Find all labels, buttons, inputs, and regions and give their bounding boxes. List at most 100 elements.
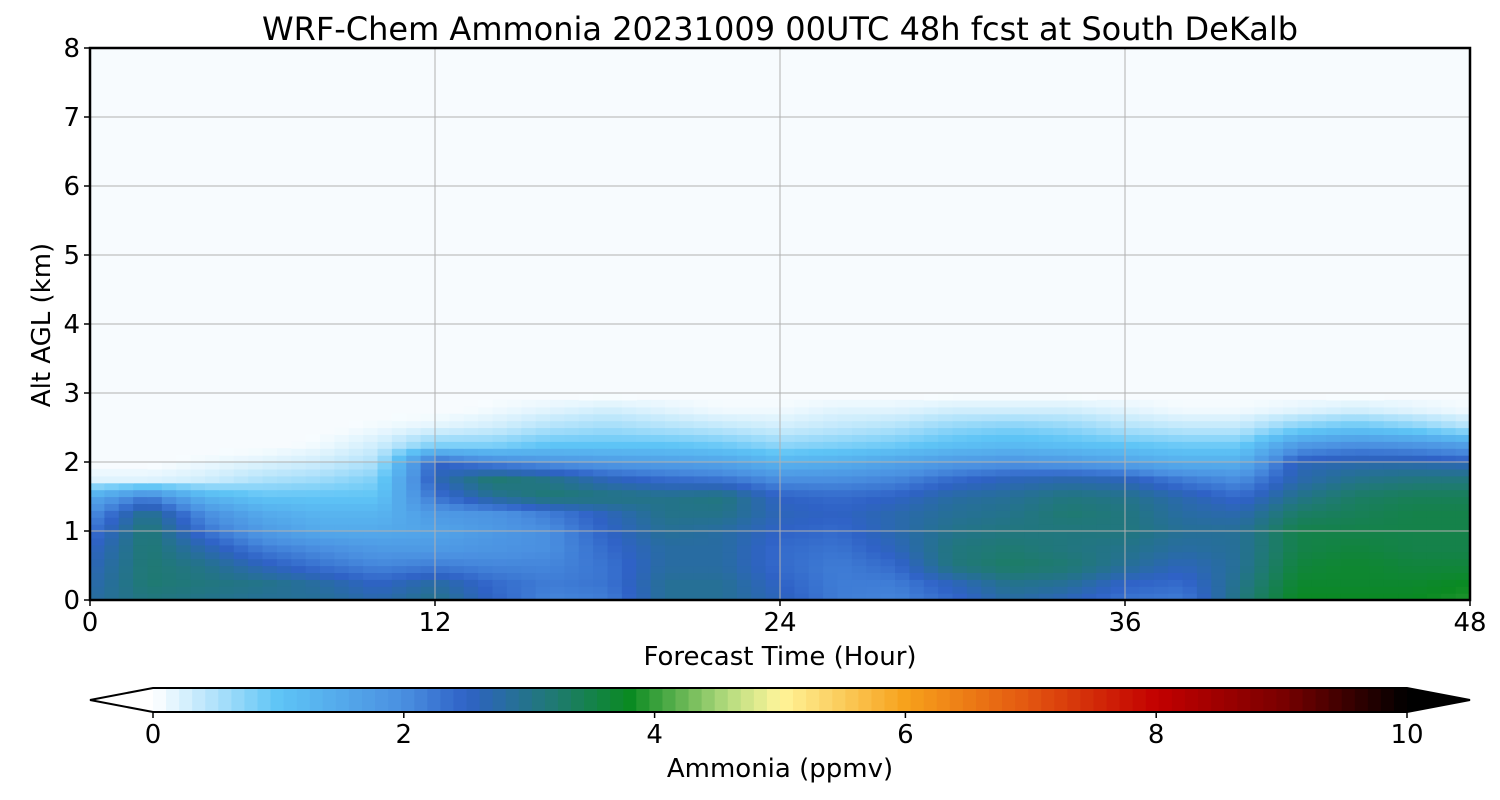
heatmap-cell (636, 489, 652, 498)
heatmap-cell (866, 510, 882, 518)
heatmap-cell (765, 462, 781, 470)
heatmap-cell (305, 517, 321, 525)
heatmap-cell (708, 531, 724, 539)
heatmap-cell (147, 593, 163, 601)
heatmap-cell (808, 510, 824, 518)
heatmap-cell (1268, 406, 1284, 415)
heatmap-cell (291, 524, 307, 532)
heatmap-cell (1125, 503, 1140, 511)
heatmap-cell (463, 427, 479, 435)
heatmap-cell (765, 544, 781, 553)
heatmap-cell (506, 427, 522, 435)
heatmap-cell (909, 413, 925, 422)
heatmap-cell (205, 551, 220, 560)
colorbar-segment (884, 688, 899, 712)
heatmap-cell (161, 510, 177, 518)
heatmap-cell (449, 551, 465, 560)
heatmap-cell (1369, 455, 1385, 463)
heatmap-cell (1196, 399, 1212, 408)
heatmap-cell (751, 510, 767, 518)
heatmap-cell (650, 475, 666, 484)
heatmap-cell (535, 579, 551, 587)
heatmap-cell (736, 441, 752, 449)
heatmap-cell (1139, 551, 1155, 560)
heatmap-cell (176, 558, 192, 567)
heatmap-cell (176, 496, 192, 504)
heatmap-cell (966, 468, 982, 477)
heatmap-cell (851, 558, 867, 567)
heatmap-cell (1297, 586, 1313, 594)
heatmap-cell (492, 551, 508, 560)
heatmap-cell (1268, 537, 1284, 546)
heatmap-cell (90, 572, 105, 580)
heatmap-cell (1067, 558, 1083, 567)
heatmap-cell (276, 593, 292, 601)
heatmap-cell (1283, 434, 1299, 442)
heatmap-cell (650, 455, 666, 463)
heatmap-cell (1211, 448, 1227, 456)
heatmap-cell (104, 558, 120, 567)
heatmap-cell (1211, 406, 1227, 415)
heatmap-cell (1153, 510, 1169, 518)
heatmap-cell (1110, 586, 1126, 594)
heatmap-cell (995, 524, 1011, 532)
heatmap-cell (909, 482, 925, 491)
heatmap-cell (981, 503, 997, 511)
heatmap-cell (320, 468, 335, 477)
heatmap-cell (363, 427, 379, 435)
heatmap-cell (1153, 413, 1169, 422)
heatmap-cell (909, 510, 925, 518)
heatmap-cell (1081, 593, 1097, 601)
heatmap-cell (305, 558, 321, 567)
heatmap-cell (880, 448, 896, 456)
heatmap-cell (981, 551, 997, 560)
heatmap-cell (391, 558, 407, 567)
heatmap-cell (1355, 503, 1370, 511)
heatmap-cell (463, 441, 479, 449)
heatmap-cell (320, 455, 335, 463)
heatmap-cell (248, 496, 264, 504)
heatmap-cell (938, 455, 954, 463)
heatmap-cell (1441, 572, 1457, 580)
heatmap-cell (147, 572, 163, 580)
heatmap-cell (348, 510, 364, 518)
heatmap-cell (449, 572, 465, 580)
heatmap-cell (995, 517, 1011, 525)
heatmap-cell (578, 468, 594, 477)
heatmap-cell (1081, 551, 1097, 560)
heatmap-cells (90, 393, 1471, 601)
heatmap-cell (1125, 427, 1140, 435)
heatmap-cell (133, 537, 149, 546)
heatmap-cell (205, 468, 220, 477)
heatmap-cell (765, 413, 781, 422)
heatmap-cell (708, 558, 724, 567)
heatmap-cell (391, 462, 407, 470)
heatmap-cell (1125, 579, 1140, 587)
colorbar-segment (597, 688, 611, 712)
heatmap-cell (780, 579, 795, 587)
heatmap-cell (1355, 462, 1370, 470)
heatmap-cell (1355, 399, 1370, 408)
heatmap-cell (1426, 413, 1442, 422)
heatmap-cell (823, 503, 839, 511)
heatmap-cell (966, 517, 982, 525)
heatmap-cell (1398, 531, 1414, 539)
heatmap-cell (578, 524, 594, 532)
heatmap-cell (1038, 468, 1054, 477)
heatmap-cell (708, 565, 724, 573)
heatmap-cell (880, 593, 896, 601)
heatmap-cell (219, 462, 235, 470)
heatmap-cell (219, 593, 235, 601)
heatmap-cell (377, 468, 393, 477)
heatmap-cell (205, 503, 220, 511)
heatmap-cell (550, 517, 565, 525)
heatmap-cell (1024, 544, 1040, 553)
heatmap-cell (463, 551, 479, 560)
heatmap-cell (722, 427, 738, 435)
heatmap-cell (895, 455, 910, 463)
heatmap-cell (823, 496, 839, 504)
heatmap-cell (1182, 593, 1198, 601)
heatmap-cell (1369, 551, 1385, 560)
heatmap-cell (1182, 482, 1198, 491)
heatmap-cell (521, 544, 537, 553)
